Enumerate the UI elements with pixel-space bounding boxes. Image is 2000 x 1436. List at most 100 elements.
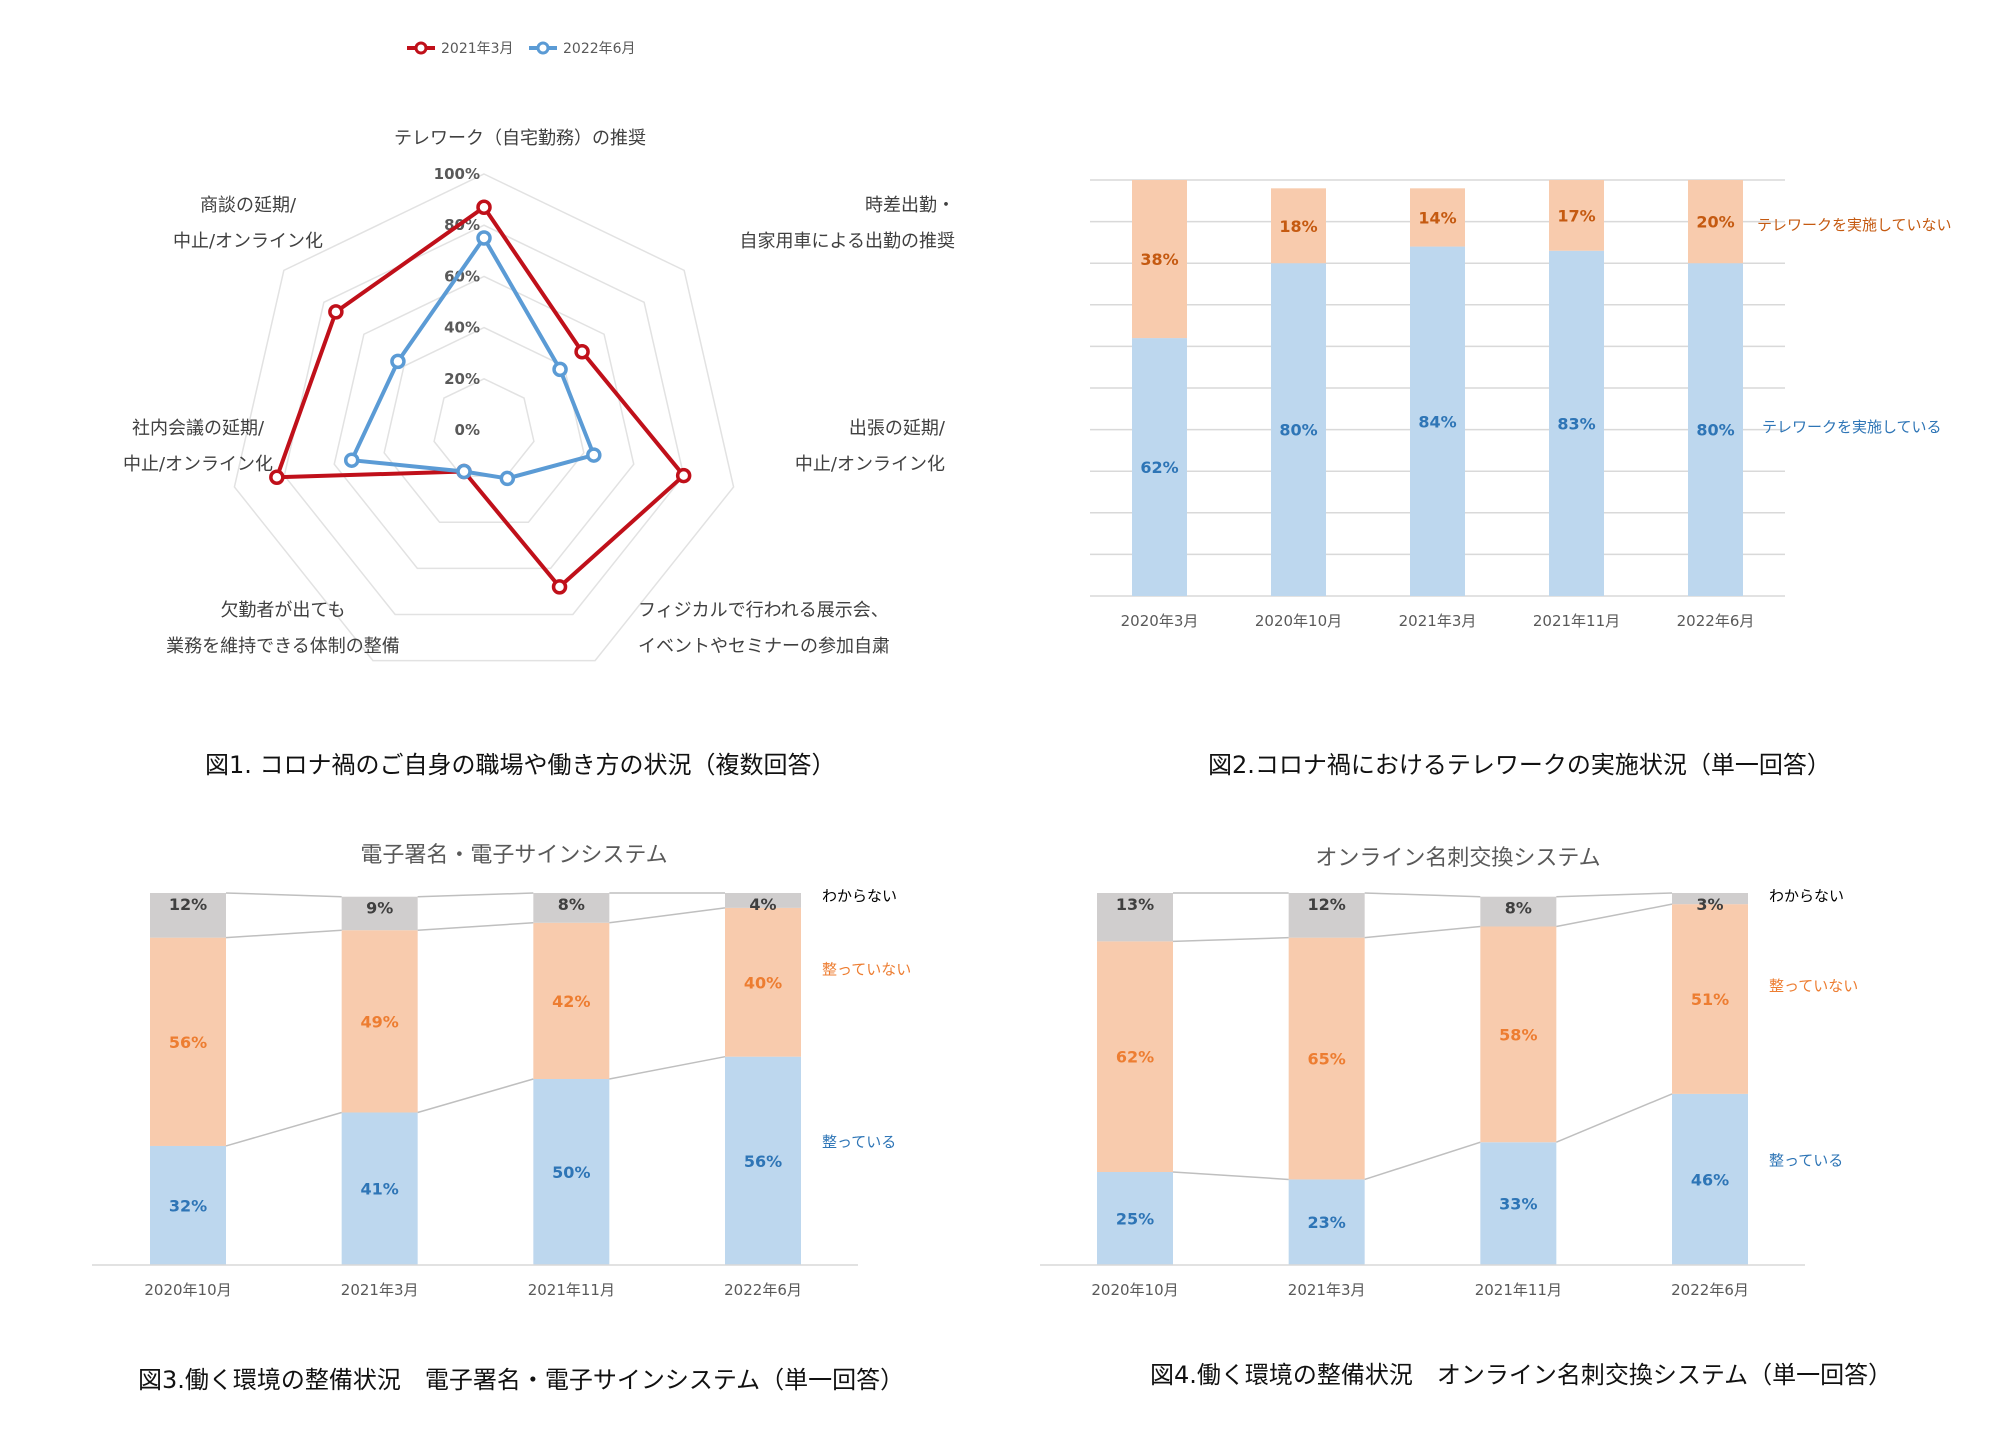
radar-grid-ring [333, 275, 635, 570]
bar-segment [1097, 1172, 1173, 1265]
bar-value-label: 62% [1140, 458, 1178, 477]
bar-segment [1271, 263, 1326, 596]
stacked-bar-chart-fig2: 62% 38% 2020年3月 80% 18% 2020年10月 84% 14% 2021年3月… [1090, 179, 1952, 630]
radar-axis-label: 時差出勤・ [865, 195, 955, 216]
radar-series-point [390, 353, 406, 370]
radar-tick-label: 0% [455, 421, 480, 439]
x-tick-label: 2020年10月 [1255, 612, 1342, 630]
bar-segment [1549, 250, 1604, 596]
bar-segment [150, 937, 226, 1146]
radar-series-point [476, 199, 492, 216]
series-connector-line [417, 892, 534, 898]
radar-axis-label: 欠勤者が出ても [220, 600, 345, 621]
stacked-bar-chart-fig3: 電子署名・電子サインシステム 32% 56% 12% 2020年10月 41% 49% 9% 2… [92, 843, 911, 1299]
series-label-implemented: テレワークを実施している [1762, 418, 1942, 436]
series-connector-line [225, 1111, 342, 1147]
x-tick-label: 2020年10月 [1091, 1281, 1178, 1299]
radar-series-line [274, 205, 686, 589]
bar-value-label: 56% [169, 1033, 207, 1052]
x-tick-label: 2022年6月 [1671, 1281, 1749, 1299]
series-connector-line [1556, 892, 1673, 898]
radar-series-point [586, 447, 602, 463]
bar-value-label: 23% [1308, 1213, 1346, 1232]
bar-value-label: 42% [552, 992, 590, 1011]
bar-segment [1672, 1093, 1748, 1265]
bar-segment [1480, 896, 1557, 927]
bar-segment [1688, 180, 1743, 264]
series-label: 整っていない [822, 960, 911, 978]
bar-segment [150, 893, 226, 938]
chart-title: 電子署名・電子サインシステム [360, 843, 667, 868]
radar-series-point [675, 467, 692, 484]
bar-value-label: 20% [1696, 213, 1734, 232]
bar-segment [533, 893, 610, 923]
bar-segment [1672, 893, 1748, 905]
bar-segment [1480, 926, 1557, 1143]
series-label: 整っている [822, 1133, 896, 1151]
bar-value-label: 12% [1308, 895, 1346, 914]
bar-segment [533, 1079, 610, 1265]
bar-segment [1410, 188, 1465, 247]
bar-value-label: 51% [1691, 990, 1729, 1009]
bar-value-label: 14% [1418, 208, 1456, 227]
radar-axis-label: フィジカルで行われる展示会、 [638, 600, 889, 621]
bar-value-label: 62% [1116, 1048, 1154, 1067]
series-connector-line [1364, 1141, 1481, 1181]
figure-4-caption: 図4.働く環境の整備状況 オンライン名刺交換システム（単一回答） [1150, 1361, 1893, 1389]
bar-value-label: 3% [1696, 895, 1723, 914]
x-tick-label: 2021年11月 [528, 1281, 615, 1299]
bar-segment [1097, 941, 1173, 1172]
bar-value-label: 13% [1116, 895, 1154, 914]
bar-segment [341, 1112, 418, 1265]
bar-value-label: 32% [169, 1196, 207, 1215]
radar-grid-ring [433, 377, 535, 477]
bar-value-label: 58% [1499, 1025, 1537, 1044]
x-tick-label: 2021年3月 [1288, 1281, 1366, 1299]
radar-axis-label: テレワーク（自宅勤務）の推奨 [394, 128, 646, 149]
x-tick-label: 2022年6月 [1677, 612, 1755, 630]
bar-value-label: 80% [1279, 421, 1317, 440]
bar-value-label: 18% [1279, 217, 1317, 236]
series-connector-line [1556, 903, 1673, 928]
bar-segment [533, 922, 610, 1079]
x-tick-label: 2022年6月 [724, 1281, 802, 1299]
bar-value-label: 49% [361, 1012, 399, 1031]
radar-axis-label: 中止/オンライン化 [795, 454, 945, 475]
bar-segment [1132, 338, 1187, 596]
series-connector-line [1172, 936, 1289, 943]
radar-axis-label: 商談の延期/ [200, 195, 297, 216]
bar-value-label: 8% [1505, 899, 1532, 918]
radar-grid-ring [233, 173, 735, 662]
series-connector-line [417, 922, 534, 931]
bar-segment [1288, 1179, 1365, 1265]
bar-segment [1688, 263, 1743, 596]
radar-tick-label: 100% [434, 165, 480, 183]
stacked-bar-chart-fig4: オンライン名刺交換システム 25% 62% 13% 2020年10月 23% 65% 12% 2… [1040, 846, 1858, 1299]
bar-segment [1288, 893, 1365, 938]
series-connector-line [1172, 1171, 1289, 1181]
radar-axis-label: 業務を維持できる体制の整備 [166, 636, 400, 657]
bar-segment [341, 930, 418, 1113]
radar-tick-label: 20% [444, 370, 480, 388]
bar-segment [725, 1056, 801, 1265]
bar-segment [725, 907, 801, 1057]
figure-3-caption: 図3.働く環境の整備状況 電子署名・電子サインシステム（単一回答） [138, 1366, 905, 1394]
series-connector-line [609, 907, 726, 924]
x-tick-label: 2021年3月 [341, 1281, 419, 1299]
series-connector-line [1556, 1093, 1673, 1143]
bar-segment [1549, 180, 1604, 251]
chart-title: オンライン名刺交換システム [1315, 846, 1600, 871]
bar-value-label: 40% [744, 973, 782, 992]
bar-value-label: 84% [1418, 412, 1456, 431]
radar-series-point [476, 230, 492, 246]
bar-segment [1410, 246, 1465, 596]
radar-axis-label: 自家用車による出勤の推奨 [740, 231, 955, 252]
x-tick-label: 2021年11月 [1475, 1281, 1562, 1299]
radar-legend: 2021年3月 2022年6月 [407, 41, 636, 57]
radar-series-point [269, 469, 285, 486]
bar-value-label: 4% [749, 895, 776, 914]
radar-series-point [328, 304, 344, 320]
radar-series-point [552, 361, 568, 378]
series-connector-line [1364, 925, 1481, 939]
